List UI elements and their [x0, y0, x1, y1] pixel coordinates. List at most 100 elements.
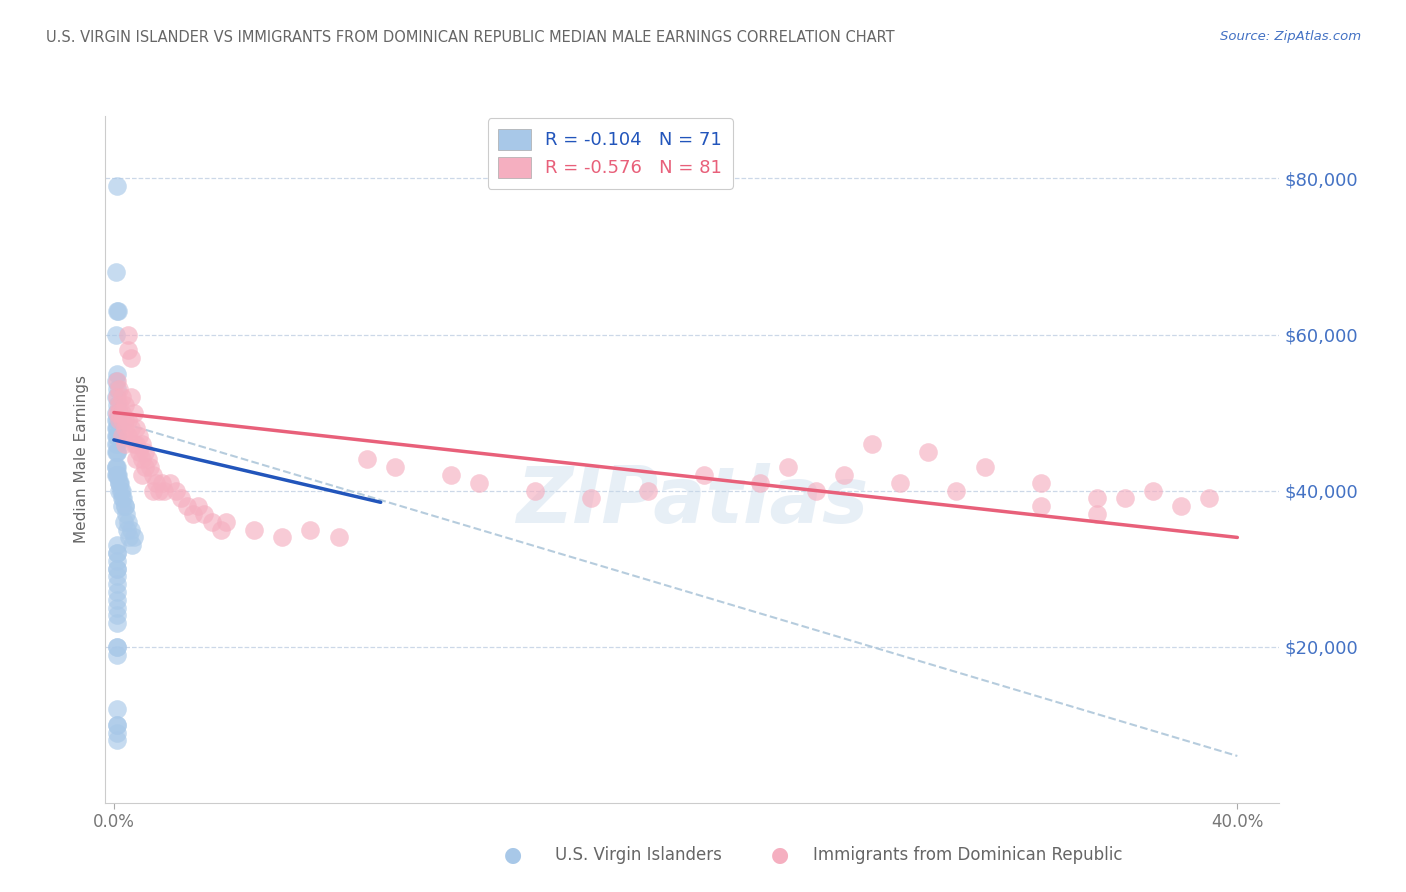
Point [105, 421, 128, 435]
Point [105, 640, 128, 654]
Text: Immigrants from Dominican Republic: Immigrants from Dominican Republic [813, 846, 1122, 863]
Point [105, 468, 128, 483]
Point [105, 429, 128, 443]
Point [111, 406, 134, 420]
Point [581, 491, 603, 506]
Point [105, 406, 128, 420]
Point [105, 444, 128, 458]
Point [105, 398, 128, 412]
Point [105, 444, 128, 458]
Point [105, 616, 128, 631]
Point [170, 491, 193, 506]
Point [356, 452, 378, 467]
Point [105, 413, 128, 427]
Point [108, 475, 131, 490]
Point [105, 460, 128, 475]
Point [105, 733, 128, 747]
Point [114, 500, 136, 514]
Point [114, 500, 136, 514]
Point [105, 593, 128, 607]
Text: ZIPatlas: ZIPatlas [516, 463, 869, 539]
Point [243, 523, 266, 537]
Point [122, 437, 145, 451]
Point [105, 468, 128, 483]
Point [105, 421, 128, 435]
Point [105, 648, 128, 662]
Point [917, 444, 939, 458]
Point [108, 398, 131, 412]
Y-axis label: Median Male Earnings: Median Male Earnings [75, 376, 90, 543]
Point [128, 444, 150, 458]
Point [299, 523, 322, 537]
Point [108, 475, 131, 490]
Point [105, 702, 128, 716]
Point [114, 437, 136, 451]
Point [181, 507, 204, 521]
Point [120, 421, 142, 435]
Text: U.S. Virgin Islanders: U.S. Virgin Islanders [555, 846, 723, 863]
Point [889, 475, 911, 490]
Point [107, 468, 129, 483]
Point [148, 483, 170, 498]
Point [104, 375, 127, 389]
Point [108, 483, 131, 498]
Point [153, 483, 176, 498]
Point [748, 475, 770, 490]
Point [1085, 507, 1108, 521]
Point [105, 382, 128, 396]
Point [122, 406, 145, 420]
Point [105, 413, 128, 427]
Point [105, 390, 128, 404]
Point [1085, 491, 1108, 506]
Point [105, 468, 128, 483]
Point [1029, 475, 1052, 490]
Point [125, 421, 148, 435]
Point [105, 327, 128, 342]
Text: U.S. VIRGIN ISLANDER VS IMMIGRANTS FROM DOMINICAN REPUBLIC MEDIAN MALE EARNINGS : U.S. VIRGIN ISLANDER VS IMMIGRANTS FROM … [46, 30, 896, 45]
Point [105, 179, 128, 194]
Point [108, 475, 131, 490]
Point [110, 483, 132, 498]
Point [1198, 491, 1220, 506]
Point [105, 546, 128, 560]
Text: ●: ● [772, 845, 789, 864]
Point [105, 429, 128, 443]
Point [973, 460, 995, 475]
Point [117, 343, 139, 358]
Point [105, 554, 128, 568]
Point [105, 569, 128, 583]
Point [193, 507, 215, 521]
Point [105, 725, 128, 739]
Point [131, 452, 153, 467]
Point [117, 327, 139, 342]
Point [105, 421, 128, 435]
Point [692, 468, 714, 483]
Point [105, 367, 128, 381]
Point [384, 460, 406, 475]
Point [111, 483, 134, 498]
Text: Source: ZipAtlas.com: Source: ZipAtlas.com [1220, 30, 1361, 44]
Point [176, 500, 198, 514]
Point [105, 304, 128, 318]
Point [121, 538, 143, 552]
Point [209, 523, 232, 537]
Point [945, 483, 967, 498]
Point [125, 437, 148, 451]
Point [271, 530, 294, 544]
Point [108, 406, 131, 420]
Point [105, 265, 128, 279]
Point [105, 390, 128, 404]
Point [145, 475, 167, 490]
Point [111, 390, 134, 404]
Point [117, 413, 139, 427]
Point [125, 452, 148, 467]
Point [832, 468, 855, 483]
Point [105, 608, 128, 623]
Point [150, 475, 173, 490]
Point [105, 437, 128, 451]
Point [804, 483, 827, 498]
Point [134, 444, 156, 458]
Point [215, 515, 238, 529]
Point [105, 600, 128, 615]
Point [114, 398, 136, 412]
